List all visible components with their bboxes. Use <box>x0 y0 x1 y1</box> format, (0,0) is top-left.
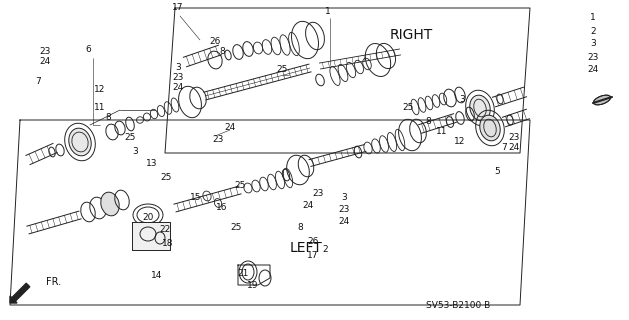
Text: 22: 22 <box>159 226 170 235</box>
Text: 3: 3 <box>175 63 181 73</box>
Text: 24: 24 <box>303 202 314 211</box>
Text: 20: 20 <box>142 213 153 222</box>
Text: 7: 7 <box>35 77 41 86</box>
Text: 7: 7 <box>501 143 507 153</box>
Text: 14: 14 <box>152 270 163 279</box>
Text: 17: 17 <box>307 251 319 260</box>
Text: 5: 5 <box>494 167 500 177</box>
Text: 12: 12 <box>454 138 465 147</box>
Text: 23: 23 <box>508 133 520 142</box>
Text: 3: 3 <box>590 39 596 49</box>
Text: 11: 11 <box>437 127 448 137</box>
Text: 26: 26 <box>308 237 319 246</box>
Text: 11: 11 <box>94 103 106 113</box>
Text: 19: 19 <box>247 282 259 291</box>
Text: 15: 15 <box>190 194 202 203</box>
Text: 24: 24 <box>172 84 184 92</box>
Text: 8: 8 <box>425 117 431 126</box>
Ellipse shape <box>69 128 91 156</box>
Text: 26: 26 <box>209 37 221 46</box>
Text: SV53-B2100 B: SV53-B2100 B <box>426 301 490 310</box>
Ellipse shape <box>593 95 611 105</box>
Text: 17: 17 <box>172 4 184 12</box>
Text: 3: 3 <box>341 194 347 203</box>
Text: 23: 23 <box>313 189 324 198</box>
Text: LEFT: LEFT <box>290 241 323 255</box>
Text: RIGHT: RIGHT <box>390 28 433 42</box>
Text: 8: 8 <box>297 223 303 233</box>
Text: 24: 24 <box>587 66 599 75</box>
Text: 3: 3 <box>132 148 138 156</box>
Text: 25: 25 <box>276 66 287 75</box>
Text: 25: 25 <box>125 133 136 142</box>
Ellipse shape <box>480 115 500 141</box>
Text: FR.: FR. <box>46 277 61 287</box>
Text: 8: 8 <box>105 114 111 123</box>
Ellipse shape <box>470 95 490 121</box>
Text: 2: 2 <box>322 245 328 254</box>
Text: 23: 23 <box>172 74 184 83</box>
Text: 23: 23 <box>338 205 350 214</box>
Text: 21: 21 <box>237 269 248 278</box>
Text: 25: 25 <box>230 223 242 233</box>
Text: 16: 16 <box>216 204 228 212</box>
Text: 6: 6 <box>85 45 91 54</box>
Text: 23: 23 <box>39 47 51 57</box>
Text: 25: 25 <box>235 180 246 189</box>
Text: 12: 12 <box>94 85 106 94</box>
Polygon shape <box>132 222 170 250</box>
Text: 25: 25 <box>403 103 414 113</box>
Text: 8: 8 <box>219 47 225 57</box>
Text: 1: 1 <box>325 7 331 17</box>
Text: 25: 25 <box>160 173 172 182</box>
Text: 24: 24 <box>338 218 350 227</box>
Text: 3: 3 <box>459 95 465 105</box>
Text: 18: 18 <box>162 238 174 247</box>
Text: 13: 13 <box>147 159 158 169</box>
Ellipse shape <box>101 192 120 216</box>
Text: 24: 24 <box>40 58 50 67</box>
Text: 24: 24 <box>225 124 236 132</box>
Text: 24: 24 <box>508 143 520 153</box>
Text: 2: 2 <box>590 27 596 36</box>
Text: 23: 23 <box>213 135 224 145</box>
Text: 23: 23 <box>587 52 599 61</box>
Text: 1: 1 <box>590 13 596 22</box>
FancyArrow shape <box>10 283 30 303</box>
